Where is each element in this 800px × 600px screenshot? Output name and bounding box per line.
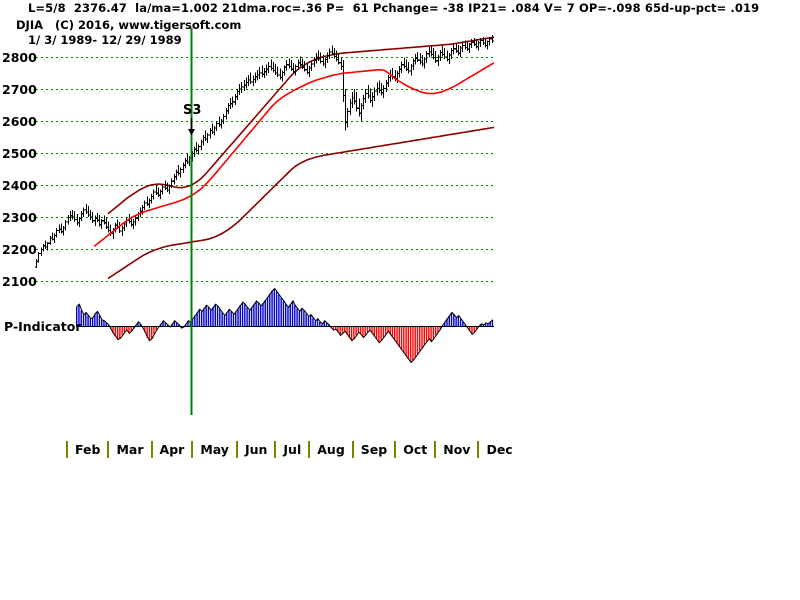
month-separator [150, 440, 153, 458]
p-indicator-label: P-Indicator [4, 319, 82, 334]
month-label-may: May [200, 441, 229, 457]
month-label-sep: Sep [360, 441, 388, 457]
month-label-apr: Apr [159, 441, 185, 457]
bollinger-bands-group [107, 36, 495, 280]
month-separator [351, 440, 354, 458]
month-separator [191, 440, 194, 458]
signal-vertical-line [188, 28, 195, 415]
y-axis-tick-label: 2300 [2, 209, 37, 225]
y-axis-tick-label: 2800 [2, 49, 37, 65]
p-indicator-histogram [76, 288, 494, 363]
y-axis-tick-label: 2200 [2, 241, 37, 257]
month-axis: Feb Mar Apr May Jun Jul Aug Sep Oct Nov Dec [66, 438, 520, 460]
moving-average-line [93, 62, 495, 248]
y-axis-tick-label: 2700 [2, 81, 37, 97]
s3-signal-label: S3 [183, 103, 202, 118]
month-separator [308, 440, 311, 458]
month-label-dec: Dec [486, 441, 513, 457]
p-indicator-outline [76, 287, 494, 364]
month-label-feb: Feb [75, 441, 101, 457]
header-symbol-copyright-line: DJIA (C) 2016, www.tigersoft.com [16, 18, 242, 32]
s3-signal-marker: S3 [183, 104, 201, 117]
month-separator [274, 440, 277, 458]
month-label-aug: Aug [317, 441, 345, 457]
month-label-jul: Jul [283, 441, 302, 457]
month-separator [235, 440, 238, 458]
month-label-jun: Jun [244, 441, 268, 457]
month-label-oct: Oct [403, 441, 428, 457]
month-separator [477, 440, 480, 458]
month-separator [394, 440, 397, 458]
gridlines-group [36, 57, 494, 282]
header-date-range: 1/ 3/ 1989- 12/ 29/ 1989 [28, 33, 182, 47]
month-separator [107, 440, 110, 458]
month-label-mar: Mar [116, 441, 144, 457]
y-axis-tick-label: 2500 [2, 145, 37, 161]
y-axis-tick-label: 2400 [2, 177, 37, 193]
month-separator [66, 440, 68, 458]
ohlc-bars-group [35, 35, 494, 269]
month-label-nov: Nov [443, 441, 471, 457]
header-stats-line: L=5/8 2376.47 la/ma=1.002 21dma.roc=.36 … [28, 1, 760, 15]
month-separator [434, 440, 437, 458]
y-axis-tick-label: 2600 [2, 113, 37, 129]
y-axis-tick-label: 2100 [2, 273, 37, 289]
